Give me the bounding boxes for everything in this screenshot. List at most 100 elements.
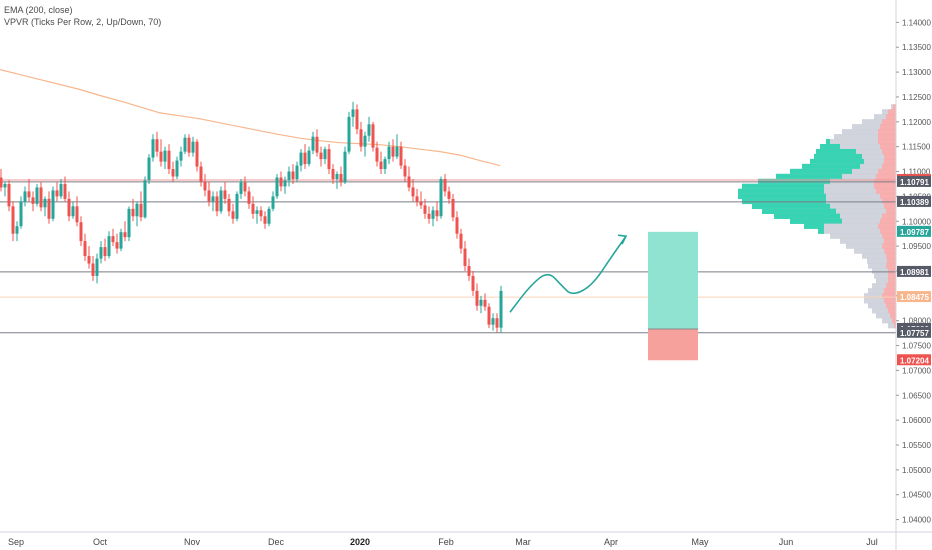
candle-body: [15, 226, 19, 234]
vpvr-row-down: [874, 183, 896, 190]
volume-profile: [738, 104, 896, 329]
ema-legend[interactable]: EMA (200, close): [4, 5, 73, 15]
y-tick-label-15: 1.06500: [902, 391, 931, 400]
candle-body: [127, 208, 131, 238]
stop-zone: [648, 328, 698, 361]
candle-body: [155, 139, 159, 152]
x-tick-label-6: Mar: [515, 537, 531, 547]
candle-body: [431, 210, 435, 219]
candle-body: [3, 183, 7, 188]
price-label-text: 1.10791: [900, 178, 929, 187]
candle-body: [67, 198, 71, 217]
candle-body: [143, 180, 147, 218]
vpvr-row-up: [818, 228, 824, 234]
vpvr-row-up: [826, 139, 830, 145]
x-tick-label-7: Apr: [604, 537, 618, 547]
candle-body: [191, 141, 195, 153]
candle-body: [387, 146, 391, 160]
vpvr-row-up: [738, 188, 824, 195]
target-zone: [648, 231, 698, 329]
candle-body: [123, 232, 127, 238]
candle-body: [271, 196, 275, 209]
candle-body: [95, 258, 99, 276]
vpvr-row-up: [774, 213, 840, 219]
vpvr-row-down: [884, 203, 896, 210]
price-labels: 1.108291.107911.103891.097871.089811.084…: [897, 174, 931, 366]
candle-body: [23, 191, 27, 202]
candle-body: [471, 275, 475, 291]
long-position-tool[interactable]: [648, 231, 698, 361]
vpvr-row-gray: [874, 273, 888, 279]
price-label-text: 1.07204: [900, 356, 929, 365]
vpvr-row-gray: [874, 114, 886, 120]
vpvr-row-up: [814, 153, 862, 160]
candle-body: [107, 236, 111, 257]
time-axis[interactable]: Sep Oct Nov Dec 2020 Feb Mar Apr May Jun Jul: [8, 537, 878, 547]
candle-body: [411, 187, 415, 197]
candle-body: [19, 201, 23, 227]
candle-body: [247, 191, 251, 204]
candle-body: [55, 190, 59, 197]
candle-body: [207, 190, 211, 202]
price-label-bg: [897, 326, 931, 338]
y-tick-label-19: 1.04500: [902, 491, 931, 500]
vpvr-row-down: [893, 104, 896, 110]
candle-body: [275, 177, 279, 197]
vpvr-row-down: [886, 253, 896, 259]
x-tick-label-0: Sep: [8, 537, 24, 547]
price-label-bg: [897, 354, 931, 366]
candle-body: [39, 187, 43, 208]
vpvr-row-gray: [826, 139, 878, 145]
vpvr-row-down: [884, 158, 896, 165]
y-tick-label-18: 1.05000: [902, 466, 931, 475]
arrowhead: [617, 234, 628, 245]
y-tick-label-17: 1.05500: [902, 441, 931, 450]
vpvr-row-gray: [820, 143, 880, 150]
candle-body: [219, 190, 223, 212]
price-label-bg: [897, 225, 931, 237]
projection-arrow[interactable]: [509, 234, 628, 313]
candle-body: [131, 208, 135, 217]
price-label-8: 1.07204: [897, 354, 931, 366]
candle-body: [43, 198, 47, 208]
candle-body: [311, 136, 315, 151]
candle-body: [87, 256, 91, 264]
candle-body: [487, 306, 491, 325]
price-label-bg: [897, 175, 931, 187]
vpvr-row-up: [820, 143, 840, 150]
candlesticks: [0, 101, 503, 333]
y-tick-label-1: 1.13500: [902, 43, 931, 52]
candle-body: [451, 198, 455, 218]
candle-body: [0, 177, 3, 188]
candle-body: [491, 318, 495, 325]
candle-body: [343, 151, 347, 183]
candle-body: [27, 191, 31, 198]
y-tick-label-2: 1.13000: [902, 68, 931, 77]
vpvr-row-down: [878, 139, 896, 145]
vpvr-row-down: [882, 198, 896, 205]
horizontal-lines: [0, 179, 896, 334]
ema-line: [0, 69, 501, 167]
candle-body: [51, 190, 55, 219]
y-tick-label-12: 1.08000: [902, 317, 931, 326]
vpvr-row-up: [816, 148, 856, 155]
candle-body: [47, 198, 51, 219]
vpvr-row-down: [878, 168, 896, 175]
indicator-legend: EMA (200, close) VPVR (Ticks Per Row, 2,…: [4, 4, 161, 28]
vpvr-row-gray: [882, 109, 888, 115]
candle-body: [75, 206, 79, 223]
vpvr-legend[interactable]: VPVR (Ticks Per Row, 2, Up/Down, 70): [4, 17, 162, 27]
candle-body: [375, 147, 379, 162]
candle-body: [379, 161, 383, 170]
candle-body: [419, 201, 423, 206]
vpvr-row-gray: [868, 303, 886, 309]
candle-body: [347, 116, 351, 152]
vpvr-row-gray: [888, 322, 894, 329]
candle-body: [279, 177, 283, 187]
candle-body: [199, 166, 203, 182]
candle-body: [499, 290, 503, 328]
vpvr-row-down: [876, 188, 896, 195]
